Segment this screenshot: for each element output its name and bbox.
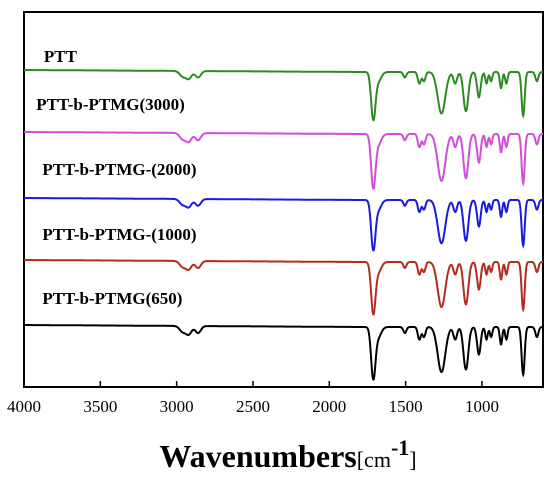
- x-tick-label: 4000: [7, 397, 41, 416]
- x-axis-title-main: Wavenumbers: [159, 438, 356, 474]
- x-tick-label: 1000: [465, 397, 499, 416]
- x-axis-ticks: 4000 3500 3000 2500 2000 1500 1000: [7, 381, 499, 416]
- series-line-3: [24, 197, 543, 252]
- series-label-1: PTT: [44, 47, 78, 66]
- series-line-4: [24, 259, 543, 316]
- series-lines: [24, 69, 543, 381]
- series-labels: PTT PTT-b-PTMG(3000) PTT-b-PTMG-(2000) PTT-…: [36, 47, 196, 308]
- x-axis-unit-close: ]: [409, 447, 416, 472]
- series-line-2: [24, 131, 543, 190]
- x-tick-label: 3500: [83, 397, 117, 416]
- x-axis-title: Wavenumbers[cm-1]: [159, 435, 416, 474]
- series-label-5: PTT-b-PTMG(650): [42, 289, 182, 308]
- series-label-4: PTT-b-PTMG-(1000): [42, 225, 196, 244]
- x-tick-label: 2500: [236, 397, 270, 416]
- series-line-1: [24, 69, 543, 122]
- x-axis-unit-open: [cm: [357, 447, 391, 472]
- series-line-5: [24, 324, 543, 381]
- x-tick-label: 2000: [312, 397, 346, 416]
- series-label-3: PTT-b-PTMG-(2000): [42, 160, 196, 179]
- x-axis-unit-sup: -1: [391, 435, 409, 460]
- series-label-2: PTT-b-PTMG(3000): [36, 95, 185, 114]
- x-tick-label: 3000: [160, 397, 194, 416]
- x-tick-label: 1500: [389, 397, 423, 416]
